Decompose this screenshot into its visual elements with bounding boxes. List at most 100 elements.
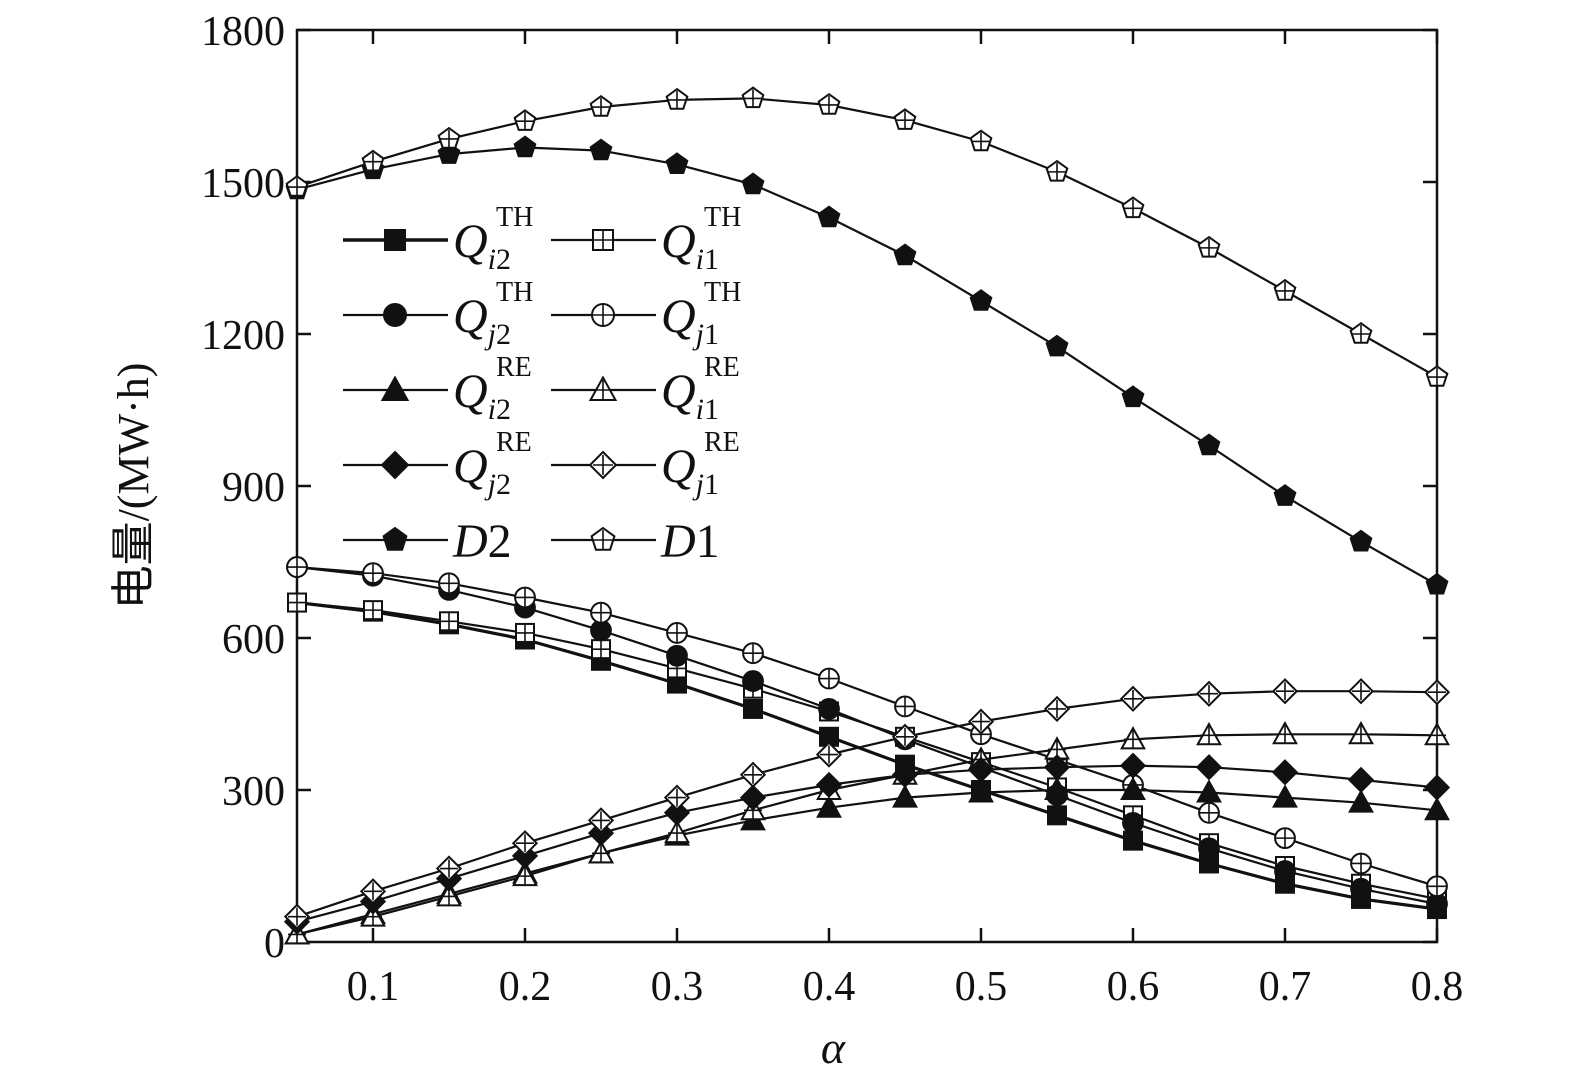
legend-label-sup: TH <box>496 202 533 233</box>
data-point-s8-p4-group <box>589 138 613 161</box>
x-axis-title: α <box>821 1022 846 1073</box>
legend-label-sub: j <box>484 318 496 351</box>
data-point-s8-p10 <box>1045 334 1069 357</box>
data-point-s1-p4-group <box>591 639 611 660</box>
data-point-s6-p9-group <box>967 756 995 783</box>
series-0 <box>287 592 1447 920</box>
y-tick-label: 300 <box>222 769 285 815</box>
series-4 <box>284 776 1450 945</box>
series-9 <box>285 86 1449 387</box>
legend-label-subn: 1 <box>704 243 719 276</box>
data-point-s8-p12-group <box>1197 433 1221 456</box>
data-point-s7-p0-group <box>283 903 311 930</box>
legend-label-sup: TH <box>704 202 741 233</box>
x-tick-label: 0.5 <box>955 964 1008 1010</box>
data-point-s4-p11-group <box>1120 776 1146 800</box>
legend-label-main: Q <box>453 440 488 493</box>
data-point-s8-p13 <box>1273 484 1297 506</box>
data-point-s3-p12-group <box>1198 801 1220 824</box>
data-point-s0-p6 <box>743 698 763 719</box>
series-8 <box>285 135 1449 595</box>
legend-marker-3-group <box>591 303 615 327</box>
x-axis: 0.1 0.2 0.3 0.4 0.5 0.6 0.7 0.8 <box>347 30 1463 1010</box>
data-point-s8-p15 <box>1425 572 1449 595</box>
data-point-s6-p5-group <box>663 799 691 826</box>
data-point-s5-p3-group <box>512 862 538 887</box>
series-3 <box>286 556 1448 898</box>
data-point-s6-p5 <box>663 799 691 826</box>
data-point-s3-p2-group <box>438 572 460 595</box>
data-point-s4-p15-group <box>1424 796 1450 821</box>
data-point-s2-p6 <box>742 670 764 692</box>
legend-label-5: Qi1 <box>661 365 719 426</box>
data-point-s3-p6-group <box>742 642 764 665</box>
data-point-s0-p11 <box>1123 830 1143 851</box>
legend-marker-2 <box>383 303 407 327</box>
data-point-s2-p14 <box>1350 877 1372 900</box>
x-tick-label: 0.6 <box>1107 964 1160 1010</box>
data-point-s9-p9-group <box>969 129 993 152</box>
data-point-s7-p7-group <box>815 741 843 768</box>
legend-label-main: D <box>660 515 696 568</box>
series-line-9 <box>296 97 1438 379</box>
data-point-s6-p11 <box>1119 752 1147 779</box>
data-point-s4-p15 <box>1424 796 1450 821</box>
data-point-s5-p2-group <box>436 883 462 907</box>
data-point-s7-p9-group <box>967 708 995 735</box>
data-point-s6-p14-group <box>1347 766 1375 793</box>
data-point-s0-p6-group <box>743 698 763 719</box>
legend-label-main: Q <box>661 290 696 343</box>
data-point-s2-p12-group <box>1198 837 1220 860</box>
data-point-s4-p14-group <box>1348 789 1374 813</box>
legend-marker-0 <box>384 229 406 251</box>
legend-marker-6 <box>380 450 410 480</box>
series-5 <box>284 720 1450 945</box>
data-point-s2-p13 <box>1274 860 1296 882</box>
data-point-s9-p3-group <box>513 109 537 131</box>
legend-label-subn: 2 <box>496 393 511 426</box>
legend-label-sup: TH <box>496 277 533 308</box>
data-point-s7-p11-group <box>1119 685 1147 712</box>
data-point-s4-p7 <box>816 794 842 818</box>
data-point-s8-p4 <box>589 138 613 161</box>
x-tick-label: 0.3 <box>651 964 704 1010</box>
legend-label-6: Qj2 <box>453 440 511 501</box>
data-point-s8-p5 <box>665 152 689 174</box>
data-point-s9-p5-group <box>665 87 689 110</box>
legend-label-subn: 2 <box>496 318 511 351</box>
data-point-s4-p11 <box>1120 776 1146 800</box>
data-point-s5-p12-group <box>1196 721 1222 746</box>
data-point-s2-p5 <box>666 644 688 667</box>
legend-label-sub: j <box>484 468 496 501</box>
data-point-s8-p9 <box>969 289 993 311</box>
series-line-8 <box>296 146 1438 586</box>
data-point-s3-p8-group <box>894 695 916 718</box>
data-point-s6-p10-group <box>1043 754 1071 781</box>
data-point-s3-p4-group <box>590 601 612 624</box>
x-tick-label: 0.7 <box>1259 964 1312 1010</box>
legend-label-sub: j <box>692 468 704 501</box>
data-point-s6-p8 <box>891 761 919 788</box>
legend-label-main: Q <box>453 290 488 343</box>
legend-label-sup: RE <box>704 352 740 383</box>
data-point-s3-p15-group <box>1426 875 1448 898</box>
data-point-s6-p6 <box>739 784 767 811</box>
legend-label-2: Qj2 <box>453 290 511 351</box>
legend-label-main: Q <box>661 440 696 493</box>
legend-label-main: Q <box>453 365 488 418</box>
series-layer <box>283 86 1451 945</box>
series-7 <box>283 678 1451 930</box>
data-point-s8-p6-group <box>741 172 765 195</box>
series-line-3 <box>296 566 1438 888</box>
data-point-s3-p3-group <box>514 586 536 609</box>
y-tick-label: 600 <box>222 617 285 663</box>
data-point-s1-p2-group <box>439 611 459 632</box>
data-point-s9-p1-group <box>361 149 385 172</box>
data-point-s8-p9-group <box>969 289 993 311</box>
legend-label-9: D1 <box>660 515 720 568</box>
legend-label-main: D <box>452 515 488 568</box>
legend-label-sub: j <box>692 318 704 351</box>
